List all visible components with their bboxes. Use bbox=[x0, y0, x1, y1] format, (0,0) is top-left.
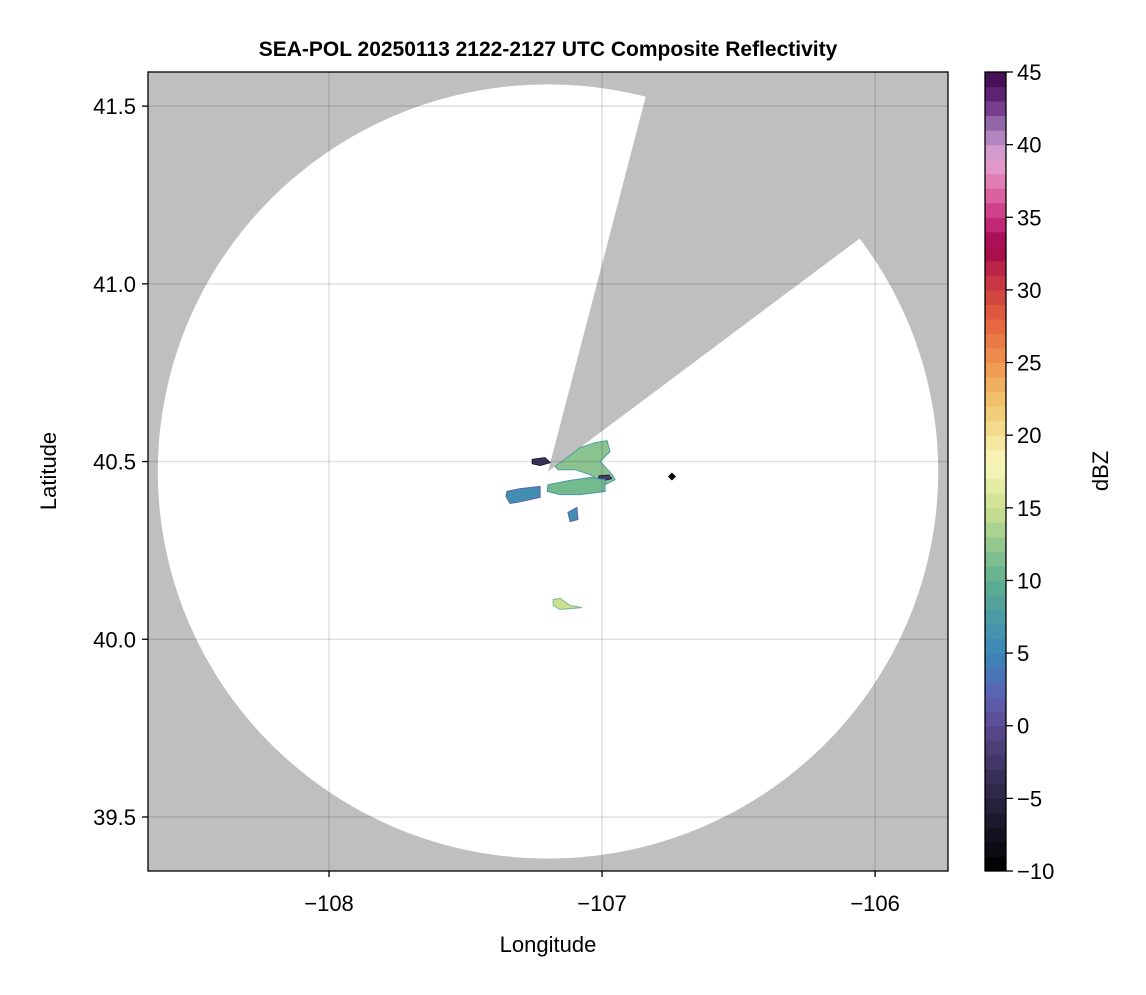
y-axis-label: Latitude bbox=[36, 432, 61, 510]
colorbar-band bbox=[985, 624, 1006, 640]
colorbar-band bbox=[985, 711, 1006, 727]
colorbar-band bbox=[985, 101, 1006, 117]
colorbar-band bbox=[985, 159, 1006, 175]
colorbar-band bbox=[985, 86, 1006, 102]
colorbar-band bbox=[985, 507, 1006, 523]
plot-content bbox=[148, 72, 948, 871]
reflectivity-echo bbox=[505, 485, 541, 505]
colorbar-band bbox=[985, 783, 1006, 799]
reflectivity-echo bbox=[567, 506, 579, 523]
colorbar-tick-label: 10 bbox=[1017, 568, 1041, 593]
colorbar-band bbox=[985, 173, 1006, 189]
colorbar-band bbox=[985, 377, 1006, 393]
colorbar-band bbox=[985, 841, 1006, 857]
reflectivity-echo bbox=[531, 457, 552, 467]
plot-area bbox=[148, 72, 948, 871]
colorbar-band bbox=[985, 231, 1006, 247]
colorbar-band bbox=[985, 435, 1006, 451]
radar-site-marker bbox=[667, 472, 676, 481]
colorbar-band bbox=[985, 202, 1006, 218]
colorbar-label: dBZ bbox=[1088, 451, 1113, 491]
y-tick-label: 41.5 bbox=[93, 94, 136, 119]
reflectivity-echo bbox=[546, 476, 606, 496]
radar-coverage-area bbox=[157, 84, 939, 859]
y-tick-label: 40.0 bbox=[93, 627, 136, 652]
colorbar-band bbox=[985, 217, 1006, 233]
colorbar-band bbox=[985, 667, 1006, 683]
axes: −108 −107 −106 39.5 40.0 40.5 41.0 41.5 bbox=[93, 71, 949, 916]
colorbar-band bbox=[985, 769, 1006, 785]
x-axis-label: Longitude bbox=[500, 932, 597, 957]
colorbar-band bbox=[985, 696, 1006, 712]
colorbar-band bbox=[985, 406, 1006, 422]
colorbar-band bbox=[985, 551, 1006, 567]
colorbar-tick-label: 35 bbox=[1017, 205, 1041, 230]
colorbar-band bbox=[985, 464, 1006, 480]
colorbar-band bbox=[985, 638, 1006, 654]
x-tick-label: −107 bbox=[577, 891, 627, 916]
colorbar-band bbox=[985, 653, 1006, 669]
colorbar-band bbox=[985, 348, 1006, 364]
colorbar: −10 −5 0 5 10 15 20 25 30 35 40 45 bbox=[984, 60, 1054, 884]
colorbar-tick-label: 5 bbox=[1017, 641, 1029, 666]
colorbar-band bbox=[985, 72, 1006, 88]
colorbar-band bbox=[985, 827, 1006, 843]
reflectivity-echo bbox=[552, 597, 583, 610]
colorbar-band bbox=[985, 594, 1006, 611]
colorbar-tick-label: 45 bbox=[1017, 60, 1041, 85]
colorbar-band bbox=[985, 798, 1006, 814]
colorbar-band bbox=[985, 740, 1006, 756]
colorbar-band bbox=[985, 188, 1006, 204]
colorbar-tick-label: −10 bbox=[1017, 859, 1054, 884]
colorbar-band bbox=[985, 275, 1006, 291]
colorbar-tick-label: 40 bbox=[1017, 133, 1041, 158]
x-tick-label: −108 bbox=[304, 891, 354, 916]
colorbar-tick-label: −5 bbox=[1017, 786, 1042, 811]
colorbar-band bbox=[985, 130, 1006, 146]
colorbar-tick-label: 25 bbox=[1017, 351, 1041, 376]
colorbar-band bbox=[985, 144, 1006, 160]
plot-frame bbox=[147, 71, 949, 872]
colorbar-band bbox=[985, 289, 1006, 305]
colorbar-band bbox=[985, 536, 1006, 552]
colorbar-band bbox=[985, 565, 1006, 581]
colorbar-band bbox=[985, 449, 1006, 465]
y-tick-label: 40.5 bbox=[93, 450, 136, 475]
colorbar-band bbox=[985, 333, 1006, 349]
colorbar-band bbox=[985, 580, 1006, 596]
colorbar-band bbox=[985, 522, 1006, 538]
colorbar-band bbox=[985, 725, 1006, 741]
colorbar-tick-label: 15 bbox=[1017, 496, 1041, 521]
chart-title: SEA-POL 20250113 2122-2127 UTC Composite… bbox=[259, 38, 838, 61]
x-tick-label: −106 bbox=[850, 891, 900, 916]
colorbar-band bbox=[985, 246, 1006, 262]
colorbar-band bbox=[985, 362, 1006, 378]
colorbar-band bbox=[985, 856, 1006, 872]
colorbar-band bbox=[985, 260, 1006, 276]
colorbar-band bbox=[985, 391, 1006, 407]
colorbar-band bbox=[985, 754, 1006, 770]
colorbar-band bbox=[985, 304, 1006, 320]
colorbar-band bbox=[985, 609, 1006, 625]
colorbar-tick-label: 0 bbox=[1017, 714, 1029, 739]
colorbar-band bbox=[985, 115, 1006, 131]
colorbar-band bbox=[985, 682, 1006, 698]
colorbar-frame bbox=[984, 71, 1007, 872]
y-tick-label: 41.0 bbox=[93, 272, 136, 297]
y-tick-label: 39.5 bbox=[93, 805, 136, 830]
colorbar-band bbox=[985, 318, 1006, 334]
colorbar-band bbox=[985, 812, 1006, 828]
colorbar-tick-label: 30 bbox=[1017, 278, 1041, 303]
colorbar-band bbox=[985, 493, 1006, 509]
colorbar-band bbox=[985, 420, 1006, 436]
colorbar-tick-label: 20 bbox=[1017, 423, 1041, 448]
reflectivity-echo bbox=[554, 440, 616, 486]
colorbar-band bbox=[985, 478, 1006, 494]
